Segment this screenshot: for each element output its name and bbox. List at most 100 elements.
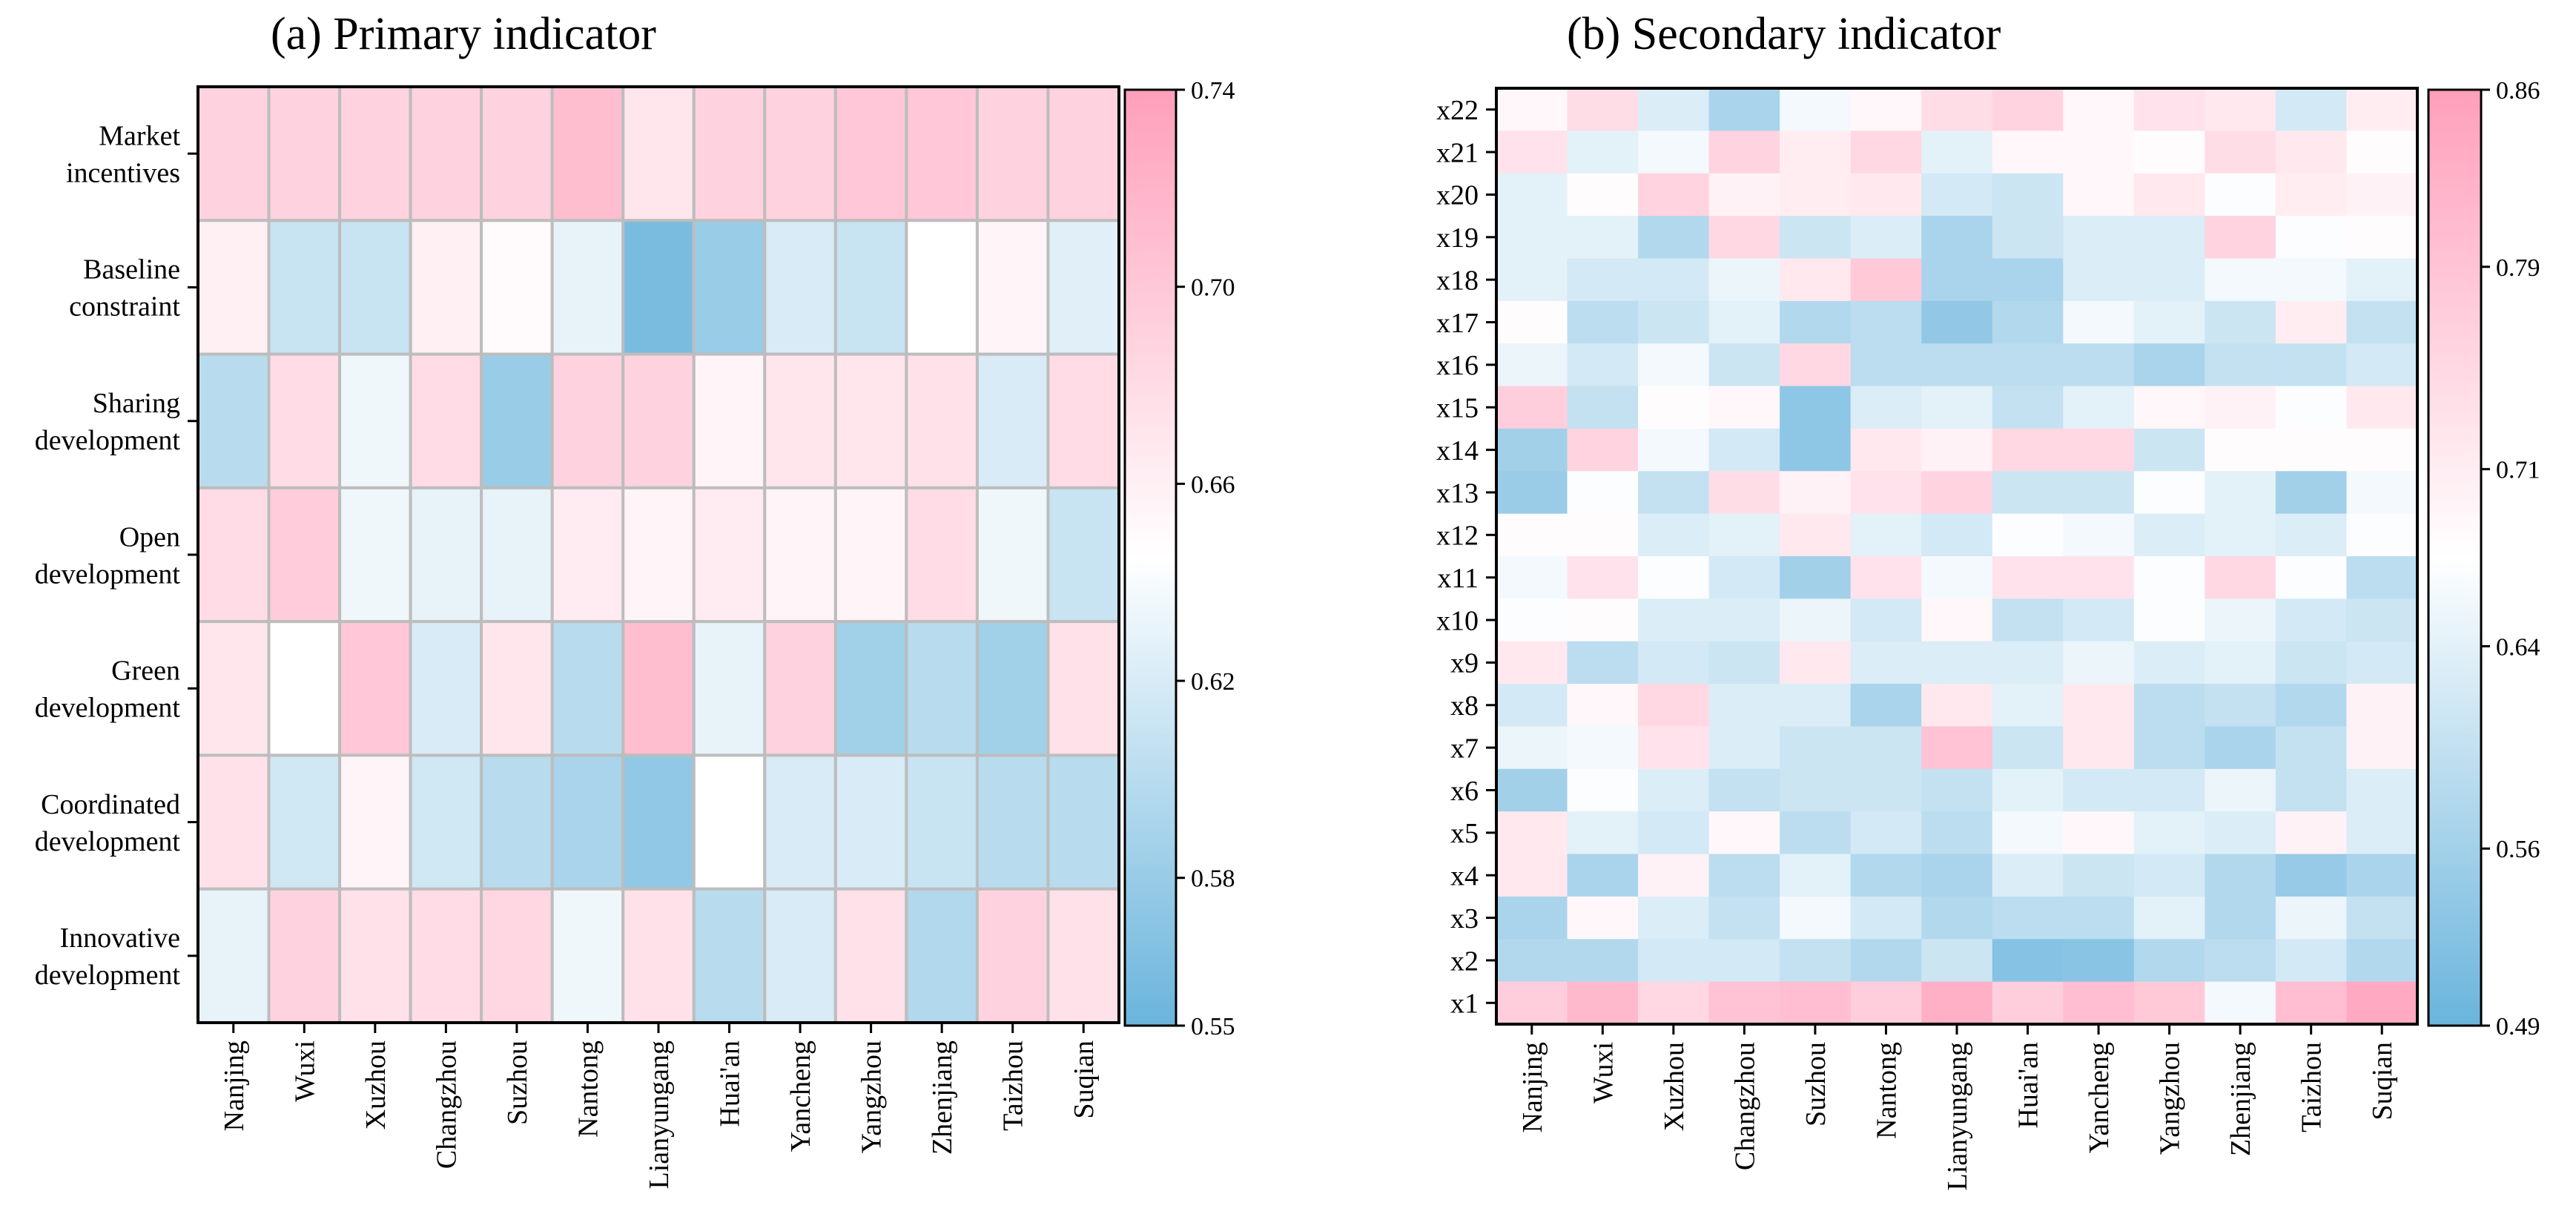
heatmap-b-cell — [1992, 726, 2064, 770]
y-tick-label: Baseline — [83, 254, 180, 286]
heatmap-b-cell — [2133, 768, 2205, 812]
heatmap-b-cell — [1850, 131, 1922, 174]
heatmap-a-cell — [338, 486, 412, 624]
heatmap-b-cell — [1780, 216, 1852, 260]
heatmap-b-cell — [1780, 428, 1852, 472]
heatmap-a-cell — [267, 219, 342, 356]
heatmap-a-cell — [196, 620, 271, 757]
y-tick-label: Sharing — [93, 388, 180, 419]
heatmap-b-cell — [1921, 471, 1993, 515]
heatmap-b-cell — [2275, 216, 2348, 260]
y-tick-label: x2 — [1450, 946, 1479, 977]
heatmap-b-cell — [1567, 939, 1639, 983]
heatmap-a-cell — [480, 85, 554, 222]
heatmap-b-cell — [2063, 726, 2135, 770]
heatmap-b-cell — [2275, 88, 2348, 131]
heatmap-b-cell — [2133, 726, 2205, 770]
heatmap-b-cell — [1567, 811, 1639, 855]
heatmap-b-cell — [2275, 939, 2348, 983]
panel-secondary-indicator: (b) Secondary indicator x22x21x20x19x18x… — [1436, 9, 2540, 1191]
heatmap-b-cell — [1992, 88, 2064, 131]
heatmap-b-cell — [1496, 471, 1568, 515]
x-tick-label: Huai'an — [715, 1040, 746, 1127]
heatmap-b-cell — [1992, 343, 2064, 387]
x-tick-label: Nantong — [1871, 1042, 1902, 1139]
heatmap-b-cell — [2346, 428, 2418, 472]
heatmap-b-cell — [1850, 88, 1922, 131]
heatmap-b-cell — [2275, 173, 2348, 217]
heatmap-b-cell — [2205, 556, 2276, 599]
heatmap-b-cell — [2063, 684, 2135, 728]
heatmap-b-cell — [1850, 300, 1922, 344]
heatmap-b-cell — [1850, 471, 1922, 515]
heatmap-a-cell — [550, 887, 625, 1024]
heatmap-b-cell — [2205, 811, 2276, 855]
heatmap-b-cell — [1638, 641, 1710, 684]
heatmap-b-cell — [2346, 88, 2418, 131]
heatmap-a-cell — [763, 486, 837, 624]
x-tick-label: Taizhou — [998, 1040, 1029, 1131]
heatmap-b-cell — [2063, 131, 2135, 174]
heatmap-a-cell — [550, 486, 625, 624]
heatmap-b-cell — [2346, 173, 2418, 217]
heatmap-b-cell — [1850, 216, 1922, 260]
heatmap-b-cell — [2133, 598, 2205, 642]
heatmap-b-cell — [2346, 684, 2418, 728]
heatmap-a-cell — [480, 753, 554, 891]
heatmap-b-cell — [1708, 173, 1780, 217]
colorbar-tick-label: 0.55 — [1191, 1013, 1235, 1040]
heatmap-a-cell — [1046, 352, 1120, 489]
heatmap-b-cell — [1708, 854, 1780, 897]
heatmap-b-cell — [1496, 216, 1568, 260]
heatmap-b-cell — [1638, 88, 1710, 131]
colorbar-tick-label: 0.56 — [2496, 836, 2540, 863]
heatmap-a-cell — [692, 887, 767, 1024]
heatmap-b-cell — [1638, 556, 1710, 599]
heatmap-a-cell — [1046, 887, 1120, 1024]
heatmap-b-cell — [2205, 641, 2276, 684]
heatmap-b-cell — [1992, 896, 2064, 940]
heatmap-b-cell — [2346, 811, 2418, 855]
heatmap-b-cell — [2063, 939, 2135, 983]
heatmap-a-cell — [338, 85, 412, 222]
heatmap-b-cell — [2275, 131, 2348, 174]
heatmap-b-cell — [1708, 939, 1780, 983]
heatmap-b-cell — [1638, 811, 1710, 855]
heatmap-a-cell — [267, 887, 342, 1024]
y-tick-label: Open — [119, 521, 180, 552]
heatmap-b-cell — [1496, 598, 1568, 642]
heatmap-b-cell — [2063, 386, 2135, 429]
heatmap-a-cell — [621, 219, 696, 356]
heatmap-a-cell — [692, 753, 767, 891]
heatmap-b-cell — [1496, 896, 1568, 940]
heatmap-b-cell — [1921, 300, 1993, 344]
y-tick-label: x10 — [1436, 605, 1479, 636]
heatmap-b-cell — [1992, 811, 2064, 855]
y-tick-label: x3 — [1450, 903, 1479, 934]
heatmap-b-cell — [2205, 939, 2276, 983]
heatmap-a-cell — [692, 620, 767, 757]
heatmap-b-cell — [2346, 131, 2418, 174]
heatmap-a-cell — [1046, 85, 1120, 222]
heatmap-b-cell — [2205, 343, 2276, 387]
y-tick-label: x22 — [1436, 95, 1479, 126]
heatmap-b-cell — [1496, 131, 1568, 174]
x-tick-label: Lianyungang — [644, 1040, 675, 1190]
heatmap-b-cell — [1921, 939, 1993, 983]
heatmap-b-cell — [2205, 428, 2276, 472]
heatmap-a-cell — [196, 887, 271, 1024]
heatmap-b-cell — [1567, 981, 1639, 1025]
heatmap-b-cell — [1992, 981, 2064, 1025]
heatmap-b-cell — [1992, 216, 2064, 260]
heatmap-a-cell — [196, 219, 271, 356]
heatmap-b-cell — [1850, 556, 1922, 599]
heatmap-b-cell — [2205, 88, 2276, 131]
heatmap-b-cell — [2205, 300, 2276, 344]
heatmap-b-cell — [1496, 811, 1568, 855]
heatmap-b-cell — [2133, 896, 2205, 940]
heatmap-b-cell — [1496, 343, 1568, 387]
y-tick-label: x7 — [1450, 733, 1479, 764]
heatmap-b-cell — [1638, 896, 1710, 940]
heatmap-b-cell — [1780, 513, 1852, 557]
